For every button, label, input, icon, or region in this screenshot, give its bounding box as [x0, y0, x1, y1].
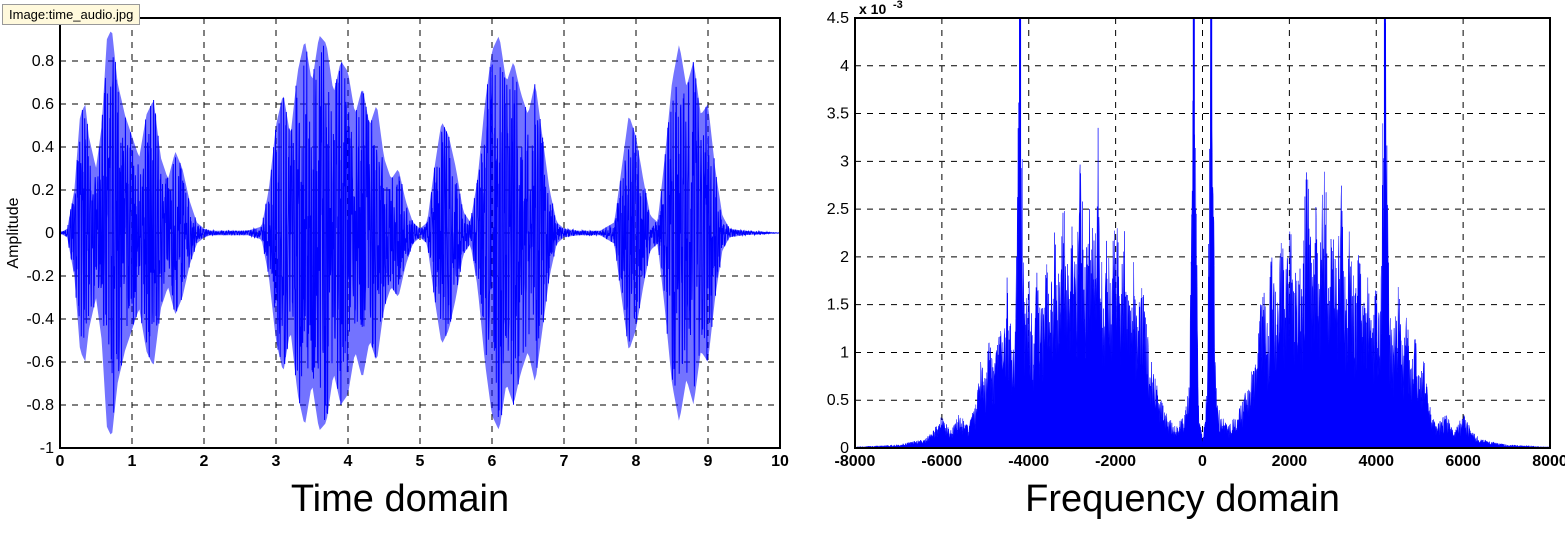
- svg-text:2: 2: [840, 249, 849, 266]
- svg-text:0: 0: [45, 225, 54, 242]
- svg-text:8: 8: [632, 453, 641, 470]
- time-domain-chart: 0 1 2 3 4 5 6 7 8 9 10 -1 -0.8 -0.6 -0.4 -0.2 0 0.2 0.4 0.6…: [0, 0, 800, 474]
- svg-text:0.5: 0.5: [827, 392, 849, 409]
- svg-text:0.2: 0.2: [32, 182, 54, 199]
- svg-text:-1: -1: [40, 440, 54, 457]
- svg-text:2.5: 2.5: [827, 201, 849, 218]
- svg-text:0: 0: [56, 453, 65, 470]
- svg-text:0.8: 0.8: [32, 53, 54, 70]
- svg-text:1: 1: [840, 344, 849, 361]
- svg-text:0: 0: [1198, 453, 1207, 470]
- svg-text:6: 6: [488, 453, 497, 470]
- svg-text:-0.4: -0.4: [26, 311, 54, 328]
- svg-text:4: 4: [840, 58, 849, 75]
- svg-text:-0.2: -0.2: [26, 268, 54, 285]
- svg-text:9: 9: [704, 453, 713, 470]
- svg-text:3: 3: [272, 453, 281, 470]
- frequency-domain-chart: -8000-6000-4000-20000200040006000800000.…: [800, 0, 1565, 474]
- svg-text:5: 5: [416, 453, 425, 470]
- charts-row: 012345678910-1-0.8-0.6-0.4-0.200.20.40.6…: [0, 0, 1565, 521]
- svg-text:-0.8: -0.8: [26, 397, 54, 414]
- svg-text:0: 0: [840, 440, 849, 457]
- svg-text:4000: 4000: [1358, 453, 1394, 470]
- svg-text:-2000: -2000: [1095, 453, 1136, 470]
- right-chart-cell: -8000-6000-4000-20000200040006000800000.…: [800, 0, 1565, 521]
- left-chart-cell: 0 1 2 3 4 5 6 7 8 9 10 -1 -0.8 -0.6 -0.4 -0.2 0 0.2 0.4 0.6…: [0, 0, 800, 521]
- svg-text:2: 2: [200, 453, 209, 470]
- page: Image:time_audio.jpg 012345678910-1-0.8-…: [0, 0, 1565, 533]
- svg-text:2000: 2000: [1272, 453, 1308, 470]
- svg-text:Amplitude: Amplitude: [5, 197, 22, 268]
- svg-text:6000: 6000: [1445, 453, 1481, 470]
- svg-text:4: 4: [344, 453, 353, 470]
- svg-text:-4000: -4000: [1008, 453, 1049, 470]
- svg-text:-3: -3: [893, 0, 903, 11]
- svg-text:0.4: 0.4: [32, 139, 54, 156]
- left-caption: Time domain: [291, 478, 509, 521]
- svg-text:3.5: 3.5: [827, 106, 849, 123]
- svg-text:10: 10: [771, 453, 789, 470]
- right-caption: Frequency domain: [1025, 478, 1340, 521]
- svg-text:-6000: -6000: [921, 453, 962, 470]
- svg-text:4.5: 4.5: [827, 10, 849, 27]
- image-tooltip: Image:time_audio.jpg: [2, 4, 140, 25]
- svg-text:0.6: 0.6: [32, 96, 54, 113]
- svg-text:3: 3: [840, 153, 849, 170]
- svg-text:1: 1: [128, 453, 137, 470]
- svg-text:8000: 8000: [1532, 453, 1565, 470]
- svg-text:1.5: 1.5: [827, 297, 849, 314]
- svg-text:-0.6: -0.6: [26, 354, 54, 371]
- svg-text:7: 7: [560, 453, 569, 470]
- svg-text:x 10: x 10: [859, 1, 886, 17]
